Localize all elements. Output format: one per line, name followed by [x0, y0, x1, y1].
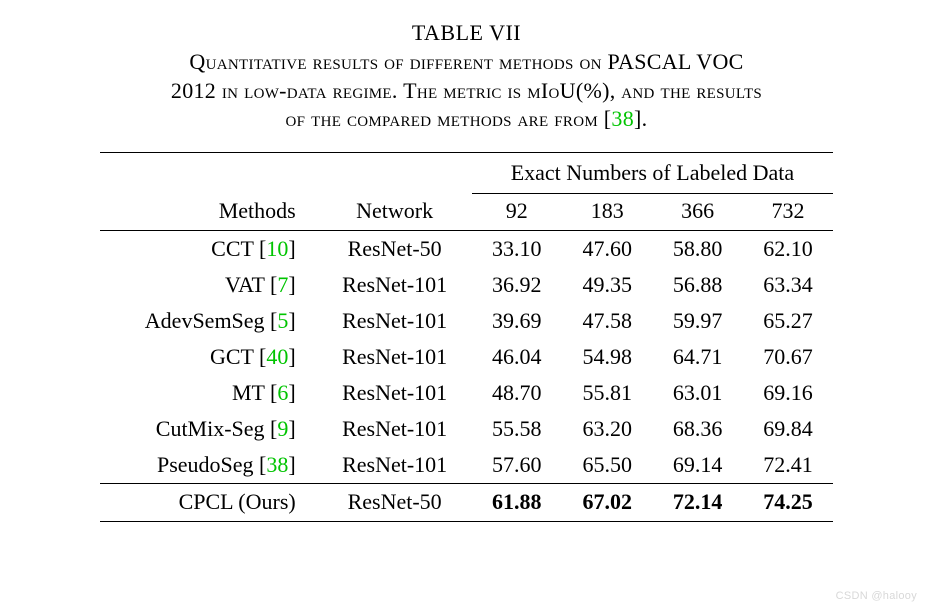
table-row: CCT [10] ResNet-50 33.10 47.60 58.80 62.… — [100, 230, 834, 267]
cell-val-92: 57.60 — [472, 447, 562, 484]
cell-network: ResNet-101 — [318, 447, 472, 484]
caption-line3b: ]. — [634, 106, 647, 131]
cell-val-366: 69.14 — [652, 447, 742, 484]
cell-val-366: 64.71 — [652, 339, 742, 375]
method-cite: 6 — [277, 380, 288, 405]
table-row: CutMix-Seg [9] ResNet-101 55.58 63.20 68… — [100, 411, 834, 447]
cell-network-ours: ResNet-50 — [318, 483, 472, 521]
cell-val-732: 69.16 — [743, 375, 833, 411]
cell-val-366: 68.36 — [652, 411, 742, 447]
table-row: AdevSemSeg [5] ResNet-101 39.69 47.58 59… — [100, 303, 834, 339]
table-row: VAT [7] ResNet-101 36.92 49.35 56.88 63.… — [100, 267, 834, 303]
cell-val-366: 56.88 — [652, 267, 742, 303]
method-name-end: ] — [288, 380, 295, 405]
method-cite: 40 — [266, 344, 288, 369]
cell-method: VAT [7] — [100, 267, 318, 303]
caption-line1: Quantitative results of different method… — [189, 49, 743, 74]
cell-network: ResNet-101 — [318, 303, 472, 339]
th-methods: Methods — [100, 193, 318, 230]
cell-network: ResNet-50 — [318, 230, 472, 267]
method-name: GCT [ — [210, 344, 266, 369]
cell-val-183: 54.98 — [562, 339, 652, 375]
method-name-end: ] — [288, 308, 295, 333]
cell-network: ResNet-101 — [318, 339, 472, 375]
th-blank-network — [318, 152, 472, 193]
cell-method: CCT [10] — [100, 230, 318, 267]
method-name: CCT [ — [211, 236, 266, 261]
method-name-end: ] — [288, 452, 295, 477]
cell-val-92: 39.69 — [472, 303, 562, 339]
cell-method: PseudoSeg [38] — [100, 447, 318, 484]
cell-val-183: 47.58 — [562, 303, 652, 339]
cell-method: GCT [40] — [100, 339, 318, 375]
cell-val-183: 55.81 — [562, 375, 652, 411]
cell-val-732: 65.27 — [743, 303, 833, 339]
cell-method: MT [6] — [100, 375, 318, 411]
table-body: CCT [10] ResNet-50 33.10 47.60 58.80 62.… — [100, 230, 834, 521]
method-cite: 9 — [277, 416, 288, 441]
caption-line3a: of the compared methods are from [ — [286, 106, 612, 131]
cell-network: ResNet-101 — [318, 411, 472, 447]
th-group-header: Exact Numbers of Labeled Data — [472, 152, 834, 193]
cell-val-183-ours: 67.02 — [562, 483, 652, 521]
caption-line2: 2012 in low-data regime. The metric is m… — [171, 78, 762, 103]
cell-val-732: 70.67 — [743, 339, 833, 375]
cell-val-366-ours: 72.14 — [652, 483, 742, 521]
method-cite: 10 — [266, 236, 288, 261]
cell-val-183: 47.60 — [562, 230, 652, 267]
cell-val-92: 55.58 — [472, 411, 562, 447]
cell-val-366: 59.97 — [652, 303, 742, 339]
results-table: Exact Numbers of Labeled Data Methods Ne… — [100, 152, 834, 522]
cell-val-92: 46.04 — [472, 339, 562, 375]
table-header-row-1: Exact Numbers of Labeled Data — [100, 152, 834, 193]
th-network: Network — [318, 193, 472, 230]
table-row-ours: CPCL (Ours) ResNet-50 61.88 67.02 72.14 … — [100, 483, 834, 521]
cell-method: AdevSemSeg [5] — [100, 303, 318, 339]
method-name-end: ] — [288, 236, 295, 261]
table-row: GCT [40] ResNet-101 46.04 54.98 64.71 70… — [100, 339, 834, 375]
watermark: CSDN @halooy — [836, 590, 917, 602]
cell-val-92-ours: 61.88 — [472, 483, 562, 521]
cell-network: ResNet-101 — [318, 375, 472, 411]
caption-cite: 38 — [611, 106, 634, 131]
th-blank-methods — [100, 152, 318, 193]
cell-val-183: 65.50 — [562, 447, 652, 484]
cell-val-183: 63.20 — [562, 411, 652, 447]
method-name: CutMix-Seg [ — [156, 416, 278, 441]
table-row: PseudoSeg [38] ResNet-101 57.60 65.50 69… — [100, 447, 834, 484]
cell-val-92: 33.10 — [472, 230, 562, 267]
cell-val-366: 58.80 — [652, 230, 742, 267]
table-row: MT [6] ResNet-101 48.70 55.81 63.01 69.1… — [100, 375, 834, 411]
cell-val-92: 48.70 — [472, 375, 562, 411]
table-label: TABLE VII — [40, 20, 893, 46]
cell-val-732: 62.10 — [743, 230, 833, 267]
method-cite: 38 — [266, 452, 288, 477]
cell-val-366: 63.01 — [652, 375, 742, 411]
cell-val-732: 72.41 — [743, 447, 833, 484]
method-name-end: ] — [288, 272, 295, 297]
method-name: AdevSemSeg [ — [145, 308, 278, 333]
cell-method-ours: CPCL (Ours) — [100, 483, 318, 521]
cell-network: ResNet-101 — [318, 267, 472, 303]
table-caption: Quantitative results of different method… — [40, 48, 893, 134]
table-container: TABLE VII Quantitative results of differ… — [40, 20, 893, 522]
method-name: MT [ — [232, 380, 277, 405]
method-name: PseudoSeg [ — [157, 452, 266, 477]
table-header-row-2: Methods Network 92 183 366 732 — [100, 193, 834, 230]
method-cite: 5 — [277, 308, 288, 333]
cell-val-732: 69.84 — [743, 411, 833, 447]
cell-val-732-ours: 74.25 — [743, 483, 833, 521]
th-92: 92 — [472, 193, 562, 230]
method-name: VAT [ — [225, 272, 277, 297]
cell-val-92: 36.92 — [472, 267, 562, 303]
method-cite: 7 — [277, 272, 288, 297]
th-183: 183 — [562, 193, 652, 230]
th-366: 366 — [652, 193, 742, 230]
th-732: 732 — [743, 193, 833, 230]
method-name-end: ] — [288, 416, 295, 441]
cell-val-183: 49.35 — [562, 267, 652, 303]
cell-method: CutMix-Seg [9] — [100, 411, 318, 447]
cell-val-732: 63.34 — [743, 267, 833, 303]
method-name-end: ] — [288, 344, 295, 369]
